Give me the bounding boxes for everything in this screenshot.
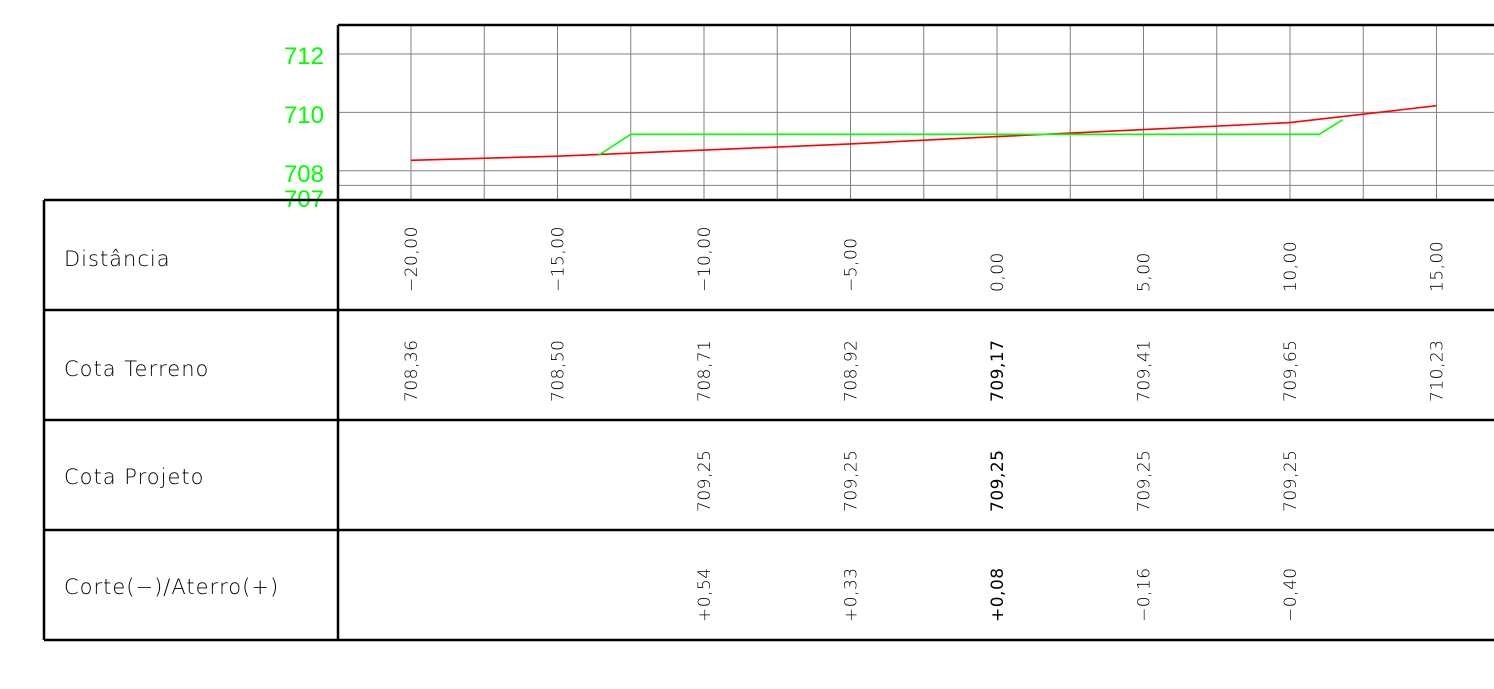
elevation-axis-labels: 712 710 708 707: [284, 43, 324, 213]
cut-fill-cell: +0,08: [988, 567, 1008, 622]
row-label-cota-projeto: Cota Projeto: [64, 465, 204, 489]
station-cell: 0,00: [988, 252, 1008, 292]
terrain-elevation-cell: 709,41: [1135, 340, 1155, 402]
profile-grid: [338, 25, 1494, 200]
terrain-elevation-cell: 708,36: [402, 340, 422, 402]
station-cell: −15,00: [549, 226, 569, 292]
project-elevation-cell: 709,25: [1281, 450, 1301, 512]
station-cell: −10,00: [695, 226, 715, 292]
cut-fill-cell: +0,54: [695, 567, 715, 622]
row-label-cota-terreno: Cota Terreno: [64, 357, 209, 381]
project-elevation-cell: 709,25: [695, 450, 715, 512]
cut-fill-cell: −0,40: [1281, 567, 1301, 622]
terrain-elevation-cell: 708,92: [842, 340, 862, 402]
terrain-elevation-cell: 709,65: [1281, 340, 1301, 402]
terrain-elevation-cell: 708,50: [549, 340, 569, 402]
row-label-corte-aterro: Corte(−)/Aterro(+): [64, 575, 279, 599]
project-elevation-cell: 709,25: [1135, 450, 1155, 512]
station-cell: 15,00: [1428, 241, 1448, 292]
elevation-label-710: 710: [284, 102, 324, 129]
station-cell: −20,00: [402, 226, 422, 292]
profile-data-table: Distância Cota Terreno Cota Projeto Cort…: [64, 226, 1448, 622]
project-elevation-cell: 709,25: [842, 450, 862, 512]
project-elevation-cell: 709,25: [988, 450, 1008, 512]
elevation-label-708: 708: [284, 161, 324, 188]
cut-fill-cell: +0,33: [842, 567, 862, 622]
elevation-label-712: 712: [284, 43, 324, 70]
table-frame: [42, 23, 1494, 642]
station-cell: 10,00: [1281, 241, 1301, 292]
terrain-elevation-cell: 709,17: [988, 340, 1008, 402]
terrain-profile-line: [410, 104, 1437, 162]
station-cell: 5,00: [1135, 252, 1155, 292]
project-profile-line: [598, 119, 1344, 156]
cut-fill-cell: −0,16: [1135, 567, 1155, 622]
profile-lines: [410, 104, 1437, 162]
station-cell: −5,00: [842, 237, 862, 292]
terrain-elevation-cell: 708,71: [695, 340, 715, 402]
row-label-distancia: Distância: [64, 247, 171, 271]
terrain-elevation-cell: 710,23: [1428, 340, 1448, 402]
